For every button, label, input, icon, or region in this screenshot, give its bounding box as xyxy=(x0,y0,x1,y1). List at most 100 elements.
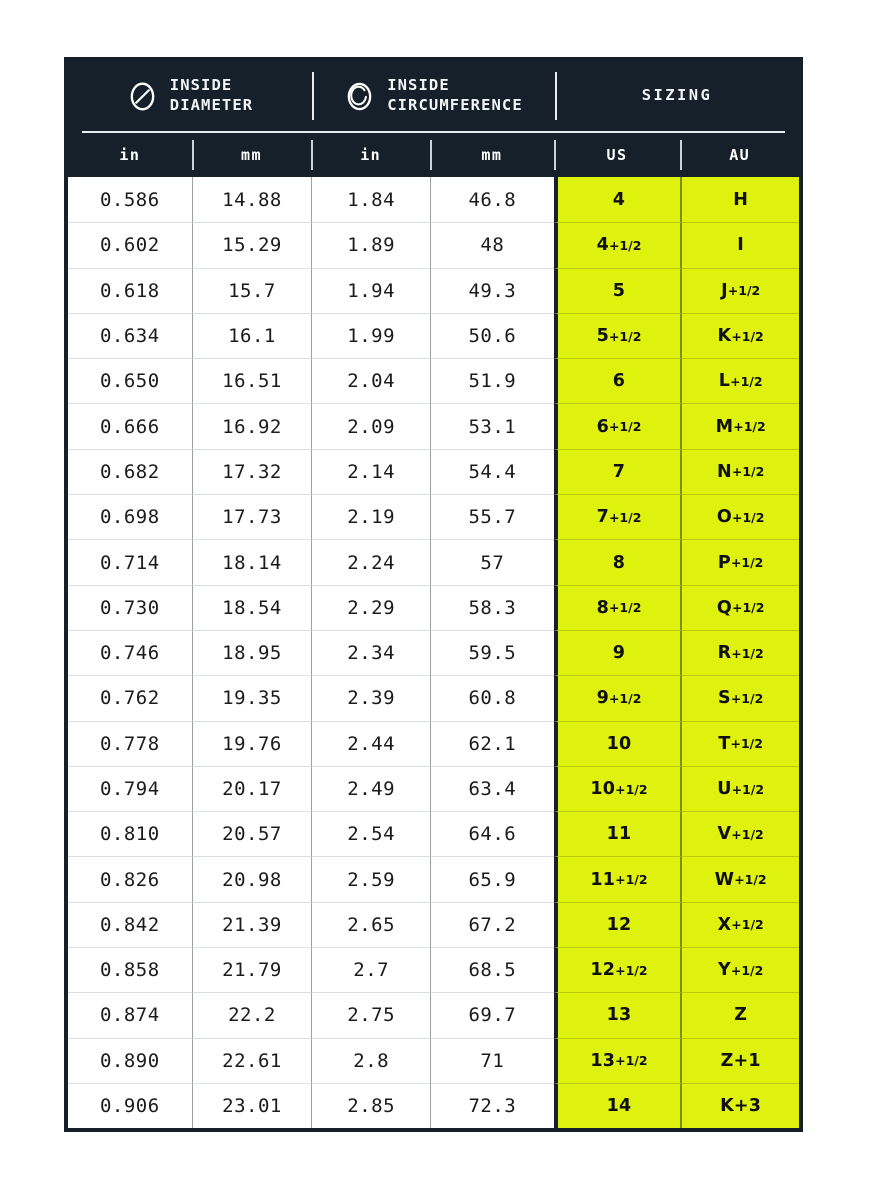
size-value: M xyxy=(715,416,734,437)
size-value: T xyxy=(718,733,731,754)
table-row: 0.634 16.1 1.99 50.6 5 +1/2 K +1/2 xyxy=(68,312,799,359)
cell-diameter-mm: 18.14 xyxy=(191,539,312,585)
cell-diameter-in: 0.586 xyxy=(99,188,160,211)
size-value: 13 xyxy=(590,1050,616,1071)
size-value: S xyxy=(718,688,731,709)
cell-circumference-mm: 57 xyxy=(430,539,554,585)
cell-us-size: 13 xyxy=(553,992,681,1038)
table-row: 0.602 15.29 1.89 48 4 +1/2 I xyxy=(68,222,799,268)
size-value: 11 xyxy=(590,869,616,890)
cell-circumference-in: 2.29 xyxy=(311,584,430,630)
size-value: 12 xyxy=(590,960,616,981)
cell-circumference-in: 2.7 xyxy=(311,947,430,993)
cell-circumference-mm: 55.7 xyxy=(430,494,554,540)
cell-us-size: 14 xyxy=(553,1082,681,1129)
table-row: 0.842 21.39 2.65 67.2 12 X +1/2 xyxy=(68,901,799,948)
size-half-fraction: +1/2 xyxy=(608,419,642,435)
cell-diameter-in: 0.650 xyxy=(68,358,192,403)
cell-au-size: V +1/2 xyxy=(680,811,799,857)
cell-us-size: 7 xyxy=(553,448,681,495)
size-value: 14 xyxy=(606,1096,632,1117)
cell-circumference-in: 2.85 xyxy=(311,1082,430,1129)
column-header-circumference-mm: mm xyxy=(430,133,554,177)
size-half-fraction: +1/2 xyxy=(733,419,766,435)
cell-circumference-mm: 60.8 xyxy=(430,675,554,721)
size-half-fraction: +1/2 xyxy=(615,962,648,978)
size-value: K xyxy=(717,326,732,347)
size-value: 8 xyxy=(596,597,609,618)
header-group-inside-circumference: INSIDE CIRCUMFERENCE xyxy=(312,61,555,131)
size-value: 12 xyxy=(606,914,632,935)
size-value: Z xyxy=(734,1005,748,1026)
column-header-diameter-in: in xyxy=(119,146,141,164)
cell-diameter-in: 0.890 xyxy=(68,1037,192,1083)
size-value: 7 xyxy=(612,461,626,482)
cell-circumference-mm: 64.6 xyxy=(430,811,554,857)
cell-diameter-mm: 16.92 xyxy=(191,403,312,449)
size-value: R xyxy=(717,643,732,664)
cell-us-size: 5 +1/2 xyxy=(553,312,681,359)
table-row: 0.698 17.73 2.19 55.7 7 +1/2 O +1/2 xyxy=(68,494,799,540)
size-value: 6 xyxy=(612,371,626,392)
size-half-fraction: +1/2 xyxy=(615,1053,648,1069)
cell-us-size: 6 +1/2 xyxy=(553,403,681,449)
size-value: J xyxy=(721,280,728,301)
size-half-fraction: +1/2 xyxy=(608,690,642,706)
cell-circumference-mm: 51.9 xyxy=(430,358,554,404)
size-half-fraction: +1/2 xyxy=(608,600,642,616)
cell-circumference-in: 2.39 xyxy=(311,675,430,721)
size-value: K+3 xyxy=(720,1096,762,1117)
cell-diameter-in: 0.810 xyxy=(68,811,192,856)
table-body: 0.586 14.88 1.84 46.8 4 H 0.602 15.29 1.89 48 4 +1/… xyxy=(68,177,799,1129)
cell-us-size: 9 +1/2 xyxy=(553,675,681,721)
cell-au-size: R +1/2 xyxy=(680,629,799,676)
cell-au-size: P +1/2 xyxy=(680,539,799,585)
cell-diameter-in: 0.746 xyxy=(68,629,192,675)
cell-diameter-mm: 22.61 xyxy=(191,1037,312,1083)
size-value: X xyxy=(717,914,732,935)
cell-us-size: 4 +1/2 xyxy=(553,222,681,268)
cell-au-size: J +1/2 xyxy=(680,267,799,313)
header-group-label: INSIDE CIRCUMFERENCE xyxy=(387,76,523,114)
cell-au-size: Z+1 xyxy=(680,1037,799,1083)
cell-diameter-mm: 20.57 xyxy=(191,811,312,857)
size-value: 5 xyxy=(596,326,609,347)
cell-us-size: 5 xyxy=(553,267,681,313)
cell-circumference-in: 2.14 xyxy=(311,448,430,495)
table-row: 0.650 16.51 2.04 51.9 6 L +1/2 xyxy=(68,358,799,404)
cell-diameter-mm: 21.39 xyxy=(191,901,312,948)
table-row: 0.618 15.7 1.94 49.3 5 J +1/2 xyxy=(68,267,799,313)
cell-circumference-in: 1.94 xyxy=(311,267,430,313)
cell-au-size: K+3 xyxy=(680,1082,799,1129)
inside-circumference-icon xyxy=(344,81,375,112)
cell-circumference-mm: 65.9 xyxy=(430,856,554,902)
cell-circumference-mm: 67.2 xyxy=(430,901,554,948)
cell-us-size: 10 +1/2 xyxy=(553,765,681,812)
header-group-row: INSIDE DIAMETER INSIDE CIRCUMFERENCE SIZ… xyxy=(68,61,799,131)
cell-diameter-in: 0.778 xyxy=(68,720,192,766)
cell-au-size: M +1/2 xyxy=(680,403,799,449)
cell-us-size: 7 +1/2 xyxy=(553,494,681,540)
cell-au-size: Z xyxy=(680,992,799,1038)
size-value: H xyxy=(733,189,749,210)
cell-diameter-mm: 14.88 xyxy=(191,177,312,223)
cell-circumference-mm: 59.5 xyxy=(430,629,554,676)
table-row: 0.778 19.76 2.44 62.1 10 T +1/2 xyxy=(68,720,799,766)
table-row: 0.906 23.01 2.85 72.3 14 K+3 xyxy=(68,1082,799,1129)
cell-circumference-in: 2.59 xyxy=(311,856,430,902)
size-half-fraction: +1/2 xyxy=(730,373,763,389)
column-header-circumference-in: in xyxy=(311,133,430,177)
size-value: L xyxy=(718,371,731,392)
size-half-fraction: +1/2 xyxy=(730,736,763,752)
cell-diameter-in: 0.634 xyxy=(68,312,192,358)
table-row: 0.858 21.79 2.7 68.5 12 +1/2 Y +1/2 xyxy=(68,947,799,993)
table-row: 0.730 18.54 2.29 58.3 8 +1/2 Q +1/2 xyxy=(68,584,799,630)
table-row: 0.714 18.14 2.24 57 8 P +1/2 xyxy=(68,539,799,585)
cell-circumference-in: 2.44 xyxy=(311,720,430,766)
size-half-fraction: +1/2 xyxy=(608,509,642,525)
cell-circumference-mm: 68.5 xyxy=(430,947,554,993)
cell-au-size: T +1/2 xyxy=(680,720,799,766)
cell-circumference-in: 1.89 xyxy=(311,222,430,268)
cell-us-size: 4 xyxy=(553,177,681,223)
cell-diameter-in: 0.714 xyxy=(68,539,192,584)
